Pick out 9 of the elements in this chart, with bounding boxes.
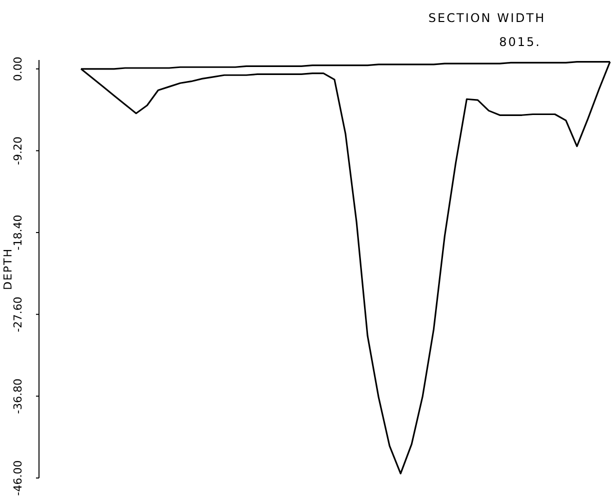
y-tick-label: -27.60 bbox=[12, 296, 24, 332]
y-tick-label: 0.00 bbox=[12, 56, 24, 82]
chart-subtitle: 8015. bbox=[499, 35, 541, 49]
y-tick-label: -46.00 bbox=[12, 460, 24, 496]
y-tick-label: -36.80 bbox=[12, 378, 24, 414]
y-tick-label: -18.40 bbox=[12, 214, 24, 250]
chart-title: SECTION WIDTH bbox=[428, 11, 546, 25]
y-tick-label: -9.20 bbox=[12, 136, 24, 165]
y-axis-title: DEPTH bbox=[2, 248, 14, 290]
